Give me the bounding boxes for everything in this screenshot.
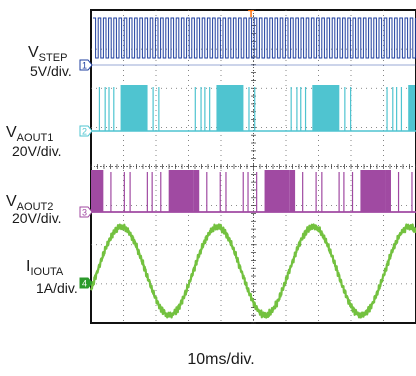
trace-ch2-aout1-burst	[312, 85, 340, 131]
channel-markers: 1 2 3 4	[79, 59, 93, 289]
svg-text:VAOUT2: VAOUT2	[6, 193, 53, 213]
trace-ch2-aout1	[91, 85, 416, 132]
ch3-scale: 20V/div.	[12, 210, 62, 226]
svg-text:VAOUT1: VAOUT1	[6, 124, 53, 144]
svg-text:VSTEP: VSTEP	[28, 44, 67, 64]
ch2-subscript: AOUT1	[17, 132, 54, 144]
channel-marker-shape	[79, 59, 93, 71]
channel-marker-4: 4	[79, 277, 93, 289]
channel-marker-1: 1	[79, 59, 93, 71]
trace-ch1-step	[93, 17, 416, 59]
trace-ch3-aout2-head-burst	[289, 170, 296, 212]
trace-ch3-aout2-burst	[168, 170, 194, 212]
channel-marker-number: 4	[82, 279, 87, 289]
ch4-symbol: I	[26, 258, 30, 275]
trace-ch2-aout1-burst	[408, 85, 415, 131]
x-axis-scale: 10ms/div.	[187, 351, 254, 368]
ch4-scale: 1A/div.	[36, 280, 78, 296]
trace-ch3-aout2	[91, 170, 416, 213]
channel-marker-shape	[79, 206, 93, 218]
trace-ch3-aout2-head-burst	[97, 170, 104, 212]
channel-marker-number: 1	[82, 61, 87, 71]
ch4-subscript: IOUTA	[30, 266, 63, 278]
ch3-subscript: AOUT2	[17, 201, 54, 213]
channel-marker-shape	[79, 125, 93, 137]
label-ch1: VSTEP 5V/div.	[28, 44, 72, 79]
traces	[89, 17, 416, 319]
ch1-subscript: STEP	[39, 52, 68, 64]
svg-text:IIOUTA: IIOUTA	[26, 258, 64, 278]
channel-marker-3: 3	[79, 206, 93, 218]
channel-marker-shape	[79, 277, 93, 289]
channel-marker-number: 3	[82, 208, 87, 218]
ch3-symbol: V	[6, 193, 17, 210]
ch2-scale: 20V/div.	[12, 143, 62, 159]
label-ch3: VAOUT2 20V/div.	[6, 193, 62, 226]
trace-ch3-aout2-head-burst	[385, 170, 391, 212]
channel-marker-2: 2	[79, 125, 93, 137]
trace-ch3-aout2-burst	[264, 170, 290, 212]
trace-ch3-aout2-burst	[360, 170, 386, 212]
trace-ch2-aout1-burst	[120, 85, 148, 131]
trace-ch3-aout2-burst	[91, 170, 98, 212]
label-ch4: IIOUTA 1A/div.	[26, 258, 78, 296]
ch2-symbol: V	[6, 124, 17, 141]
label-ch2: VAOUT1 20V/div.	[6, 124, 62, 159]
trace-ch2-aout1-burst	[216, 85, 244, 131]
trace-ch4-current	[89, 223, 416, 319]
channel-marker-number: 2	[82, 127, 87, 137]
ch1-scale: 5V/div.	[30, 63, 72, 79]
trigger-marker: T	[248, 9, 254, 20]
trace-ch3-aout2-head-burst	[193, 170, 200, 212]
trace-ch3-aout2-head	[91, 170, 416, 213]
ch1-symbol: V	[28, 44, 39, 61]
